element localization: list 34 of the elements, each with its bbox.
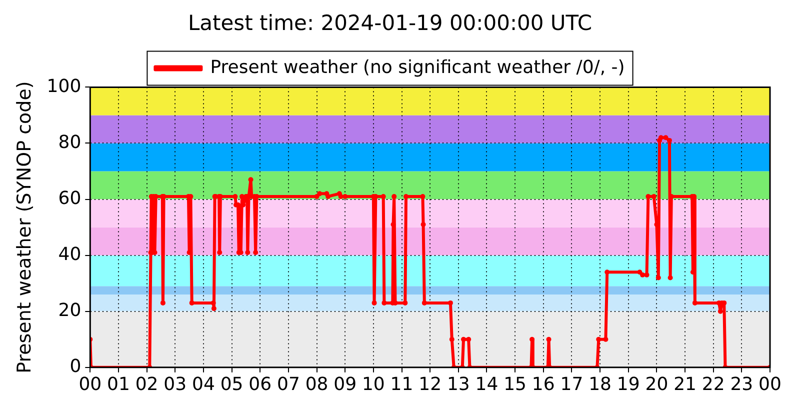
x-tick-label: 00 <box>78 374 102 395</box>
x-tick-label: 11 <box>390 374 414 395</box>
y-tick-label: 80 <box>58 132 82 153</box>
x-tick-label: 17 <box>560 374 584 395</box>
y-tick-label: 40 <box>58 244 82 265</box>
y-tick-label: 100 <box>46 76 82 97</box>
x-tick-label: 22 <box>702 374 725 395</box>
x-tick-label: 01 <box>107 374 130 395</box>
x-tick-label: 10 <box>362 374 385 395</box>
x-tick-label: 08 <box>305 374 328 395</box>
x-tick-label: 00 <box>758 374 782 395</box>
x-tick-label: 02 <box>135 374 158 395</box>
y-tick-label: 20 <box>58 300 82 322</box>
x-tick-label: 21 <box>674 374 696 395</box>
x-tick-label: 18 <box>588 374 612 395</box>
x-tick-label: 06 <box>248 374 272 395</box>
x-tick-label: 14 <box>475 374 498 395</box>
y-axis-title: Present weather (SYNOP code) <box>13 81 36 374</box>
x-tick-label: 13 <box>446 374 470 395</box>
x-tick-label: 16 <box>532 374 555 395</box>
x-tick-label: 20 <box>645 374 668 395</box>
x-tick-label: 15 <box>504 374 527 395</box>
y-tick-label: 60 <box>58 188 82 209</box>
chart-title: Latest time: 2024-01-19 00:00:00 UTC <box>188 11 592 36</box>
y-tick-label: 0 <box>70 356 82 378</box>
x-tick-label: 23 <box>730 374 754 395</box>
x-tick-label: 09 <box>334 374 357 395</box>
x-tick-label: 05 <box>220 374 244 395</box>
x-tick-label: 12 <box>418 374 442 395</box>
x-tick-label: 03 <box>164 374 187 395</box>
x-tick-label: 04 <box>192 374 215 395</box>
legend-label: Present weather (no significant weather /0/, -) <box>210 56 625 78</box>
x-tick-label: 19 <box>616 374 640 395</box>
x-tick-label: 07 <box>276 374 300 395</box>
